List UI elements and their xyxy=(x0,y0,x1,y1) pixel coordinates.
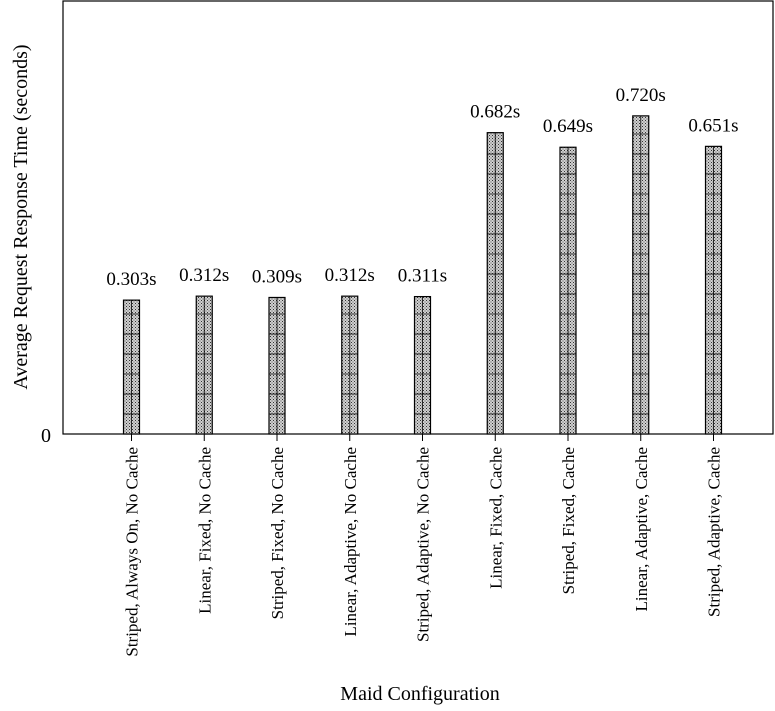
data-label-2: 0.312s xyxy=(179,265,229,286)
x-tick-label-3: Striped, Fixed, No Cache xyxy=(268,447,287,619)
x-axis-label: Maid Configuration xyxy=(340,683,499,705)
x-tick-label-5: Striped, Adaptive, No Cache xyxy=(414,447,433,642)
x-tick-label-1: Striped, Always On, No Cache xyxy=(123,447,142,657)
x-tick-label-6: Linear, Fixed, Cache xyxy=(486,447,505,589)
ticks-layer: Striped, Always On, No Cache Linear, Fixe… xyxy=(63,433,724,657)
data-label-1: 0.303s xyxy=(106,269,156,290)
x-tick-label-8: Linear, Adaptive, Cache xyxy=(632,447,651,612)
data-label-5: 0.311s xyxy=(398,266,447,287)
y-axis-label: Average Request Response Time (seconds) xyxy=(10,44,32,389)
data-label-4: 0.312s xyxy=(325,265,375,286)
data-label-6: 0.682s xyxy=(470,102,520,123)
data-label-7: 0.649s xyxy=(543,116,593,137)
bars-layer: 0.303s 0.312s 0.309s 0.312s 0.311s 0.682s 0.64… xyxy=(106,85,739,435)
y-tick-label-0: 0 xyxy=(41,425,51,447)
x-tick-label-2: Linear, Fixed, No Cache xyxy=(195,447,214,614)
data-label-8: 0.720s xyxy=(616,85,666,106)
data-label-3: 0.309s xyxy=(252,266,302,287)
x-tick-label-7: Striped, Fixed, Cache xyxy=(559,447,578,594)
data-label-9: 0.651s xyxy=(688,115,738,136)
x-tick-label-9: Striped, Adaptive, Cache xyxy=(705,447,724,617)
x-tick-label-4: Linear, Adaptive, No Cache xyxy=(341,447,360,637)
